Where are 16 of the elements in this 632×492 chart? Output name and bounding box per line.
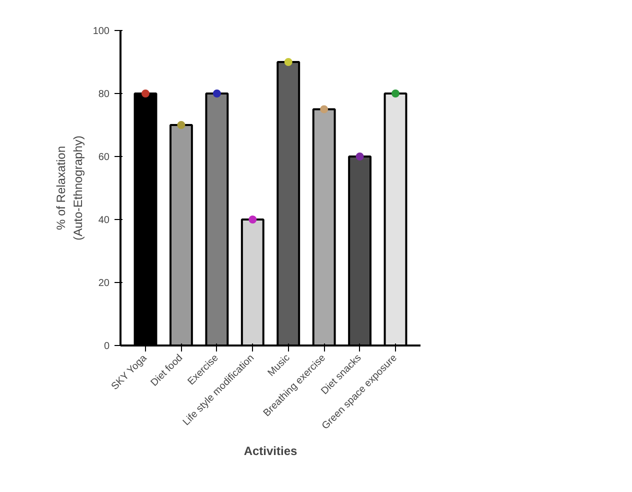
y-tick-label: 60: [98, 152, 110, 163]
x-axis-title: Activities: [244, 444, 298, 458]
y-tick-label: 20: [98, 278, 110, 289]
point: [392, 90, 400, 98]
y-tick-label: 0: [104, 341, 110, 352]
point: [356, 152, 364, 160]
point: [320, 105, 328, 114]
y-tick-label: 100: [92, 26, 110, 37]
y-tick-label: 80: [98, 89, 110, 100]
point: [142, 90, 150, 98]
y-tick-label: 40: [98, 215, 110, 226]
point: [177, 121, 186, 129]
point: [212, 90, 221, 98]
point: [284, 58, 292, 66]
point: [248, 216, 257, 224]
y-axis-title: % of Relaxation (Auto-Ethnography): [54, 136, 85, 240]
